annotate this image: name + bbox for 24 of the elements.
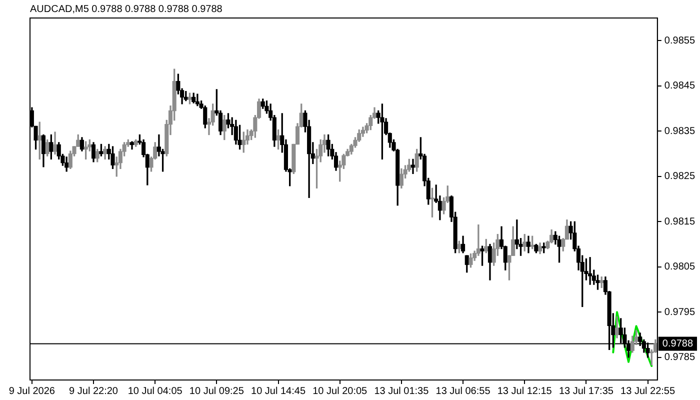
y-tick-label: 0.9825: [664, 171, 696, 182]
x-tick-label: 10 Jul 14:45: [251, 386, 306, 397]
y-tick-label: 0.9795: [664, 306, 696, 318]
x-tick-label: 13 Jul 17:35: [558, 386, 614, 397]
x-tick-label: 9 Jul 2026: [8, 386, 56, 397]
chart-title: AUDCAD,M5 0.9788 0.9788 0.9788 0.9788: [30, 4, 223, 15]
ref-line-label: 0.9788: [662, 338, 694, 350]
candlestick: [195, 94, 200, 106]
x-tick-label: 13 Jul 06:55: [436, 386, 491, 397]
x-tick-label: 10 Jul 04:05: [128, 386, 183, 397]
x-tick-label: 13 Jul 01:35: [374, 386, 430, 397]
x-tick-label: 9 Jul 22:20: [69, 386, 118, 397]
x-tick-label: 10 Jul 09:25: [189, 386, 244, 397]
y-tick-label: 0.9845: [664, 80, 696, 92]
x-tick-label: 13 Jul 12:15: [497, 386, 552, 397]
x-tick-label: 13 Jul 22:55: [620, 386, 676, 397]
candlestick: [410, 158, 416, 174]
y-tick-label: 0.9835: [664, 126, 696, 137]
y-tick-label: 0.9785: [664, 352, 696, 364]
y-tick-label: 0.9815: [664, 216, 696, 228]
x-tick-label: 10 Jul 20:05: [312, 386, 368, 397]
y-tick-label: 0.9805: [664, 262, 696, 273]
candlestick: [588, 257, 592, 285]
y-tick-label: 0.9855: [664, 35, 696, 46]
